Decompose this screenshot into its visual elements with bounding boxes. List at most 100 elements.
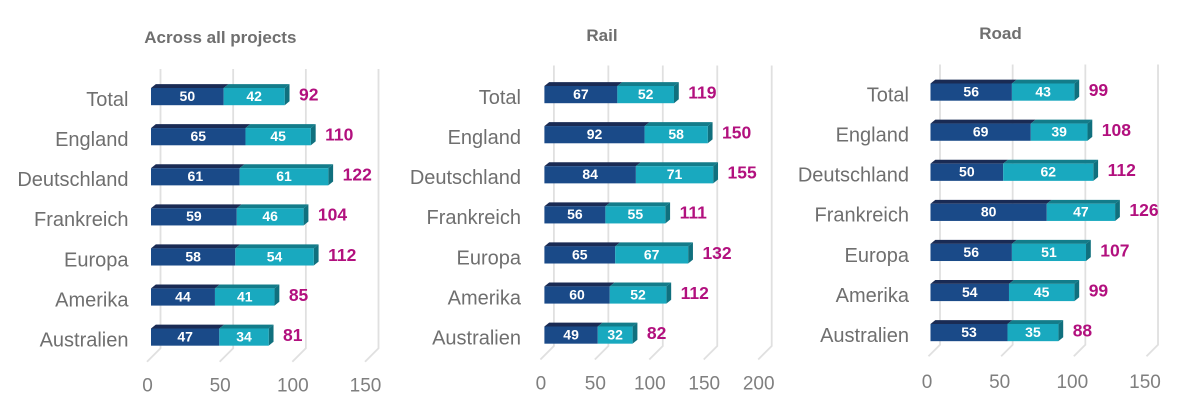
svg-text:150: 150: [722, 123, 751, 143]
svg-text:Australien: Australien: [432, 327, 521, 349]
svg-text:56: 56: [567, 206, 583, 222]
svg-text:Amerika: Amerika: [836, 285, 910, 307]
svg-text:35: 35: [1025, 324, 1041, 340]
svg-text:67: 67: [644, 246, 660, 262]
svg-text:44: 44: [175, 288, 191, 304]
svg-text:126: 126: [1129, 200, 1158, 220]
svg-text:England: England: [448, 127, 521, 149]
svg-text:47: 47: [177, 328, 193, 344]
svg-text:100: 100: [277, 376, 309, 397]
svg-text:85: 85: [289, 285, 309, 305]
svg-text:112: 112: [1108, 160, 1136, 180]
svg-text:45: 45: [1034, 284, 1050, 300]
svg-text:53: 53: [961, 324, 977, 340]
svg-text:111: 111: [680, 203, 708, 223]
svg-text:Frankreich: Frankreich: [815, 205, 909, 227]
svg-text:50: 50: [210, 376, 231, 397]
svg-text:Europa: Europa: [64, 249, 129, 271]
svg-text:50: 50: [959, 164, 975, 180]
svg-text:Europa: Europa: [457, 247, 522, 269]
svg-text:Europa: Europa: [845, 245, 910, 267]
svg-text:81: 81: [283, 325, 303, 345]
svg-text:52: 52: [638, 86, 654, 102]
svg-text:50: 50: [989, 372, 1010, 393]
svg-text:60: 60: [569, 286, 585, 302]
svg-text:England: England: [55, 129, 128, 151]
svg-text:56: 56: [963, 84, 979, 100]
svg-text:49: 49: [563, 326, 579, 342]
svg-text:61: 61: [276, 168, 292, 184]
svg-text:England: England: [836, 125, 909, 147]
svg-text:100: 100: [1056, 372, 1088, 393]
svg-text:Australien: Australien: [820, 325, 909, 347]
svg-text:150: 150: [1129, 372, 1161, 393]
svg-text:47: 47: [1073, 204, 1089, 220]
svg-text:112: 112: [681, 283, 709, 303]
svg-text:Rail: Rail: [586, 26, 617, 45]
svg-text:Deutschland: Deutschland: [410, 167, 521, 189]
svg-text:54: 54: [267, 248, 283, 264]
svg-text:119: 119: [688, 83, 716, 103]
svg-text:132: 132: [702, 243, 731, 263]
svg-text:67: 67: [573, 86, 589, 102]
svg-text:Deutschland: Deutschland: [17, 169, 128, 191]
svg-text:39: 39: [1051, 124, 1067, 140]
svg-text:107: 107: [1100, 240, 1129, 260]
svg-text:61: 61: [188, 168, 204, 184]
svg-text:99: 99: [1089, 280, 1109, 300]
svg-text:92: 92: [587, 126, 603, 142]
svg-text:0: 0: [142, 376, 153, 397]
svg-text:Total: Total: [86, 89, 128, 111]
svg-text:200: 200: [743, 374, 775, 395]
svg-text:50: 50: [180, 88, 196, 104]
svg-text:100: 100: [634, 374, 666, 395]
svg-text:45: 45: [270, 128, 286, 144]
svg-text:80: 80: [981, 204, 997, 220]
svg-text:84: 84: [582, 166, 598, 182]
svg-text:42: 42: [246, 88, 262, 104]
svg-text:88: 88: [1073, 320, 1093, 340]
svg-text:32: 32: [607, 326, 623, 342]
svg-text:Total: Total: [867, 85, 909, 107]
svg-text:59: 59: [186, 208, 202, 224]
svg-text:Frankreich: Frankreich: [427, 207, 521, 229]
svg-text:34: 34: [236, 328, 252, 344]
svg-text:104: 104: [318, 205, 347, 225]
svg-text:55: 55: [628, 206, 644, 222]
svg-text:56: 56: [963, 244, 979, 260]
svg-text:54: 54: [962, 284, 978, 300]
svg-text:112: 112: [328, 245, 356, 265]
svg-text:Road: Road: [979, 24, 1022, 43]
svg-text:46: 46: [262, 208, 278, 224]
svg-text:58: 58: [668, 126, 684, 142]
svg-text:Amerika: Amerika: [448, 287, 522, 309]
svg-text:Across all projects: Across all projects: [144, 28, 296, 47]
svg-text:65: 65: [190, 128, 206, 144]
svg-text:0: 0: [922, 372, 933, 393]
svg-text:110: 110: [325, 125, 353, 145]
svg-text:69: 69: [973, 124, 989, 140]
svg-text:Total: Total: [479, 87, 521, 109]
svg-text:58: 58: [185, 248, 201, 264]
svg-text:62: 62: [1040, 164, 1056, 180]
svg-text:92: 92: [299, 85, 319, 105]
svg-text:51: 51: [1041, 244, 1057, 260]
svg-text:65: 65: [572, 246, 588, 262]
svg-text:41: 41: [237, 288, 253, 304]
svg-text:108: 108: [1102, 120, 1131, 140]
svg-text:50: 50: [585, 374, 606, 395]
svg-text:99: 99: [1089, 80, 1109, 100]
svg-text:82: 82: [647, 323, 667, 343]
svg-text:52: 52: [630, 286, 646, 302]
svg-text:Frankreich: Frankreich: [34, 209, 128, 231]
svg-text:155: 155: [727, 163, 756, 183]
svg-text:Deutschland: Deutschland: [798, 165, 909, 187]
svg-text:43: 43: [1035, 84, 1051, 100]
svg-text:Australien: Australien: [40, 329, 129, 351]
svg-text:150: 150: [350, 376, 382, 397]
svg-text:0: 0: [536, 374, 547, 395]
svg-text:Amerika: Amerika: [55, 289, 129, 311]
svg-text:122: 122: [343, 165, 372, 185]
svg-text:150: 150: [688, 374, 720, 395]
svg-text:71: 71: [667, 166, 683, 182]
